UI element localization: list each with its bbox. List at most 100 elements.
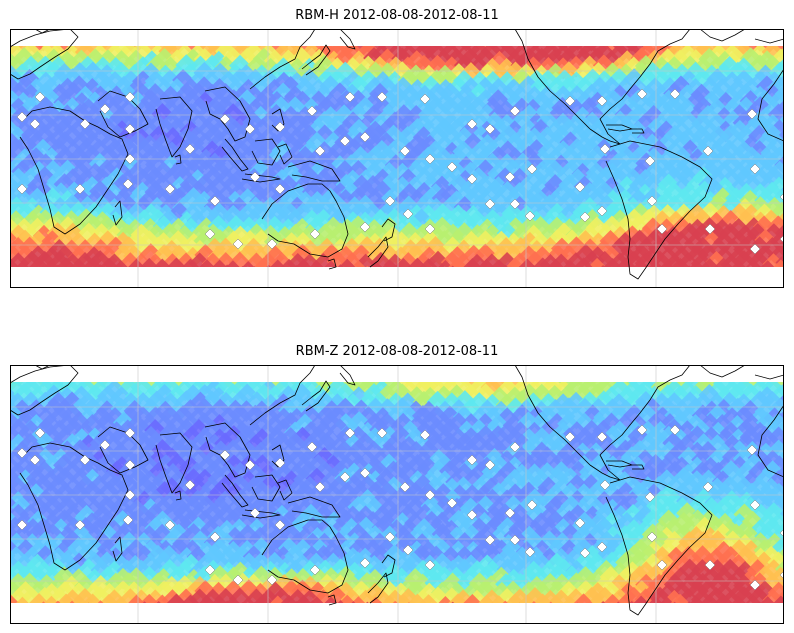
station-marker (74, 183, 86, 195)
field-cell (199, 595, 215, 603)
field-cell (714, 176, 736, 199)
station-marker (384, 531, 396, 543)
field-cell (660, 260, 674, 267)
field-cell (577, 602, 579, 603)
field-cell (364, 145, 387, 168)
field-cell (25, 399, 48, 422)
field-cell (672, 188, 695, 210)
field-cell (761, 181, 783, 204)
field-cell (753, 551, 776, 574)
field-cell (180, 89, 203, 112)
coastline (271, 444, 285, 468)
field-cell (463, 258, 482, 267)
coastline (97, 90, 149, 138)
field-cell (655, 120, 678, 143)
station-marker (209, 195, 221, 207)
station-marker (596, 431, 608, 443)
field-cell (159, 69, 181, 92)
field-cell (502, 600, 508, 603)
field-cell (343, 462, 366, 485)
station-marker (124, 91, 136, 103)
field-cell (310, 602, 311, 603)
field-cell (405, 386, 428, 409)
field-cell (214, 237, 237, 260)
field-cell (408, 602, 410, 603)
field-cell (369, 155, 392, 178)
field-cell (559, 523, 582, 546)
field-cell (516, 159, 539, 182)
field-cell (294, 600, 299, 603)
field-cell (242, 261, 255, 267)
field-cell (721, 407, 744, 430)
field-cell (643, 601, 648, 603)
coastline (589, 365, 691, 481)
station-marker (484, 534, 496, 546)
field-cell (455, 420, 478, 443)
field-cell (294, 527, 317, 549)
field-cell (237, 78, 260, 101)
field-cell (411, 533, 434, 556)
field-cell (119, 392, 142, 415)
field-cell (676, 382, 699, 402)
field-cell (347, 215, 370, 238)
station-marker (16, 183, 28, 195)
coastline (327, 594, 337, 606)
field-cell (412, 474, 434, 496)
field-cell (364, 134, 387, 157)
field-cell (181, 258, 200, 267)
field-cell (291, 512, 314, 534)
field-cell (721, 530, 744, 553)
field-cell (761, 517, 783, 540)
field-cell (761, 55, 784, 77)
field-cell (324, 596, 338, 603)
field-cell (171, 266, 173, 267)
field-cell (629, 264, 634, 267)
field-cell (364, 481, 387, 504)
field-cell (96, 64, 118, 87)
field-cell (35, 238, 58, 261)
field-cell (236, 524, 259, 547)
field-cell (370, 476, 393, 498)
field-cell (186, 489, 209, 512)
field-cell (476, 470, 499, 492)
field-cell (757, 265, 761, 267)
field-cell (173, 239, 196, 261)
field-cell (745, 595, 762, 603)
field-cell (116, 435, 139, 458)
field-cell (491, 602, 493, 603)
field-cell (587, 600, 593, 603)
field-cell (733, 574, 756, 597)
station-marker (704, 223, 716, 235)
field-cell (505, 257, 525, 267)
field-cell (432, 483, 455, 506)
field-cell (690, 596, 704, 603)
field-cell (691, 68, 714, 91)
field-cell (182, 48, 205, 71)
field-cell (187, 407, 210, 429)
field-cell (171, 602, 173, 603)
field-cell (644, 426, 666, 449)
field-cell (19, 83, 42, 106)
field-cell (425, 209, 448, 232)
field-cell (615, 551, 638, 574)
coastline (251, 138, 281, 166)
field-cell (10, 593, 20, 603)
field-cell (398, 519, 421, 541)
field-cell (661, 601, 664, 603)
field-cell (428, 153, 450, 176)
field-cell (643, 265, 648, 267)
field-cell (452, 239, 475, 262)
field-cell (755, 468, 777, 490)
field-cell (424, 236, 447, 258)
field-cell (99, 257, 119, 267)
field-cell (551, 432, 574, 455)
field-cell (690, 260, 704, 267)
field-cell (684, 568, 706, 591)
field-cell (329, 238, 352, 261)
field-cell (88, 152, 111, 175)
coastline (605, 476, 713, 616)
coastline (155, 96, 193, 158)
field-cell (168, 160, 190, 183)
field-cell (641, 509, 664, 532)
field-cell (74, 153, 97, 176)
